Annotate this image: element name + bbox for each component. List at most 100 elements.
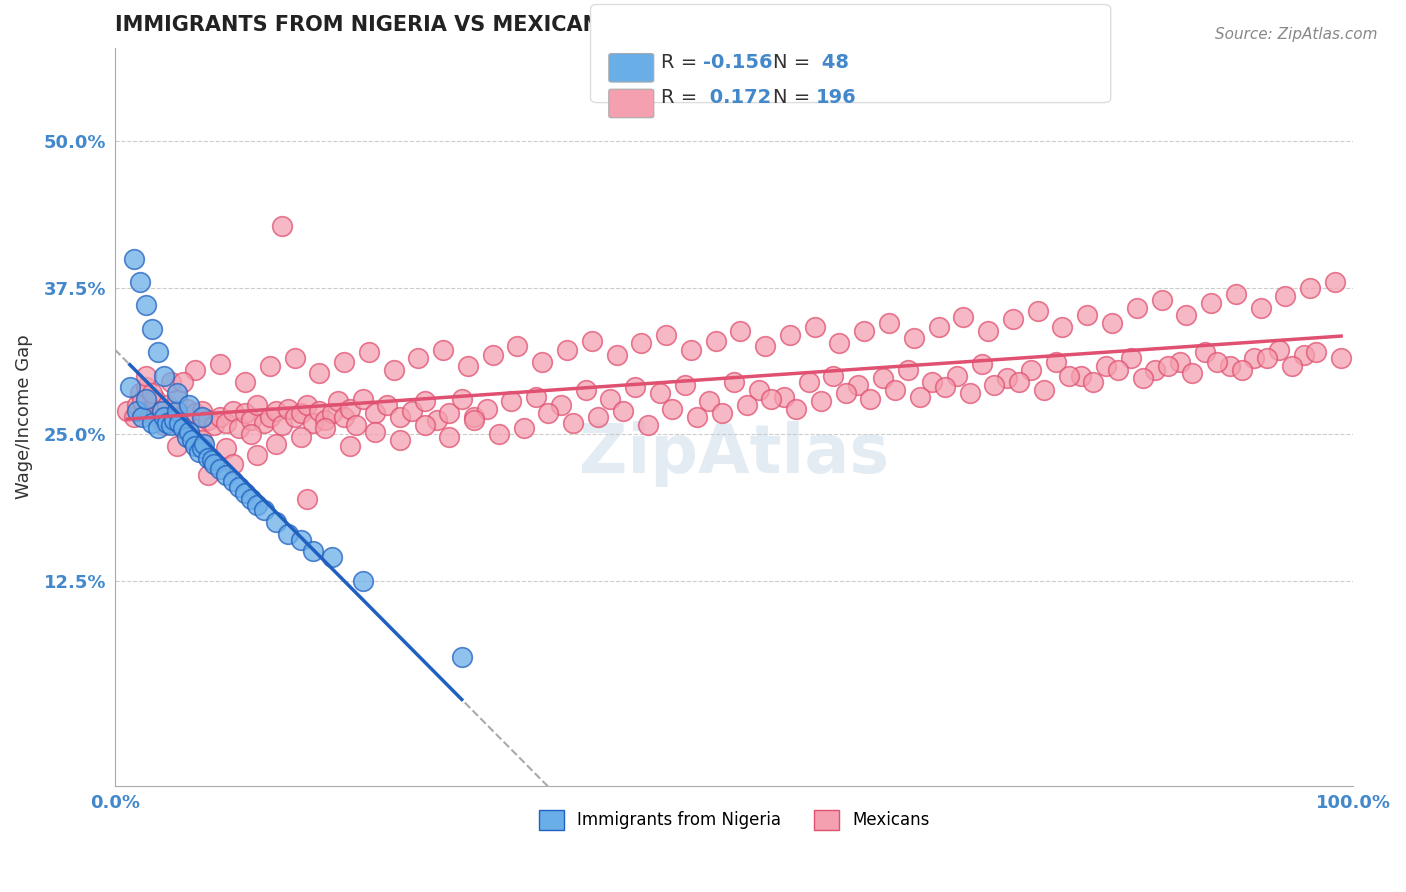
- Point: [215, 468, 238, 483]
- Point: [246, 498, 269, 512]
- Text: Source: ZipAtlas.com: Source: ZipAtlas.com: [1215, 27, 1378, 42]
- Point: [259, 359, 281, 374]
- Point: [302, 544, 325, 558]
- Point: [574, 383, 596, 397]
- Point: [159, 375, 181, 389]
- Point: [228, 480, 250, 494]
- Point: [679, 343, 702, 357]
- Text: R =: R =: [661, 53, 703, 71]
- Point: [209, 462, 232, 476]
- Point: [823, 368, 845, 383]
- Point: [1150, 293, 1173, 307]
- Point: [1083, 375, 1105, 389]
- Point: [872, 371, 894, 385]
- Point: [228, 421, 250, 435]
- Point: [983, 378, 1005, 392]
- Point: [188, 421, 211, 435]
- Point: [463, 409, 485, 424]
- Point: [127, 398, 149, 412]
- Point: [233, 486, 256, 500]
- Point: [315, 413, 337, 427]
- Point: [141, 416, 163, 430]
- Point: [834, 386, 856, 401]
- Point: [135, 298, 157, 312]
- Point: [439, 430, 461, 444]
- Point: [209, 409, 232, 424]
- Point: [202, 457, 225, 471]
- Point: [550, 398, 572, 412]
- Point: [970, 357, 993, 371]
- Point: [315, 421, 337, 435]
- Point: [172, 421, 194, 435]
- Point: [624, 380, 647, 394]
- Point: [432, 343, 454, 357]
- Point: [163, 413, 186, 427]
- Point: [246, 449, 269, 463]
- Point: [221, 457, 243, 471]
- Point: [128, 386, 150, 401]
- Point: [606, 348, 628, 362]
- Point: [179, 425, 201, 439]
- Point: [233, 375, 256, 389]
- Point: [150, 404, 173, 418]
- Point: [172, 409, 194, 424]
- Point: [122, 409, 145, 424]
- Text: 48: 48: [815, 53, 849, 71]
- Point: [581, 334, 603, 348]
- Point: [176, 401, 198, 416]
- Point: [193, 436, 215, 450]
- Point: [179, 416, 201, 430]
- Point: [562, 416, 585, 430]
- Point: [135, 380, 157, 394]
- Point: [166, 392, 188, 406]
- Point: [1008, 375, 1031, 389]
- Point: [586, 409, 609, 424]
- Point: [537, 406, 560, 420]
- Point: [463, 413, 485, 427]
- Point: [184, 439, 207, 453]
- Point: [184, 406, 207, 420]
- Point: [401, 404, 423, 418]
- Text: N =: N =: [773, 53, 817, 71]
- Point: [143, 392, 166, 406]
- Point: [148, 421, 170, 435]
- Point: [117, 404, 139, 418]
- Point: [135, 392, 157, 406]
- Point: [277, 401, 299, 416]
- Point: [637, 417, 659, 432]
- Point: [934, 380, 956, 394]
- Point: [1107, 363, 1129, 377]
- Point: [153, 368, 176, 383]
- Point: [630, 335, 652, 350]
- Point: [735, 398, 758, 412]
- Point: [1299, 281, 1322, 295]
- Point: [197, 450, 219, 465]
- Point: [215, 416, 238, 430]
- Text: R =: R =: [661, 88, 703, 107]
- Point: [810, 394, 832, 409]
- Point: [1032, 383, 1054, 397]
- Point: [475, 401, 498, 416]
- Point: [1199, 296, 1222, 310]
- Point: [166, 439, 188, 453]
- Point: [221, 474, 243, 488]
- Point: [779, 327, 801, 342]
- Point: [785, 401, 807, 416]
- Point: [853, 324, 876, 338]
- Point: [240, 491, 263, 506]
- Point: [1057, 368, 1080, 383]
- Point: [655, 327, 678, 342]
- Point: [828, 335, 851, 350]
- Point: [159, 413, 181, 427]
- Point: [1225, 286, 1247, 301]
- Point: [169, 417, 191, 432]
- Point: [357, 345, 380, 359]
- Y-axis label: Wage/Income Gap: Wage/Income Gap: [15, 334, 32, 500]
- Point: [277, 527, 299, 541]
- Point: [710, 406, 733, 420]
- Point: [555, 343, 578, 357]
- Point: [1168, 354, 1191, 368]
- Point: [321, 406, 343, 420]
- Point: [803, 319, 825, 334]
- Point: [295, 398, 318, 412]
